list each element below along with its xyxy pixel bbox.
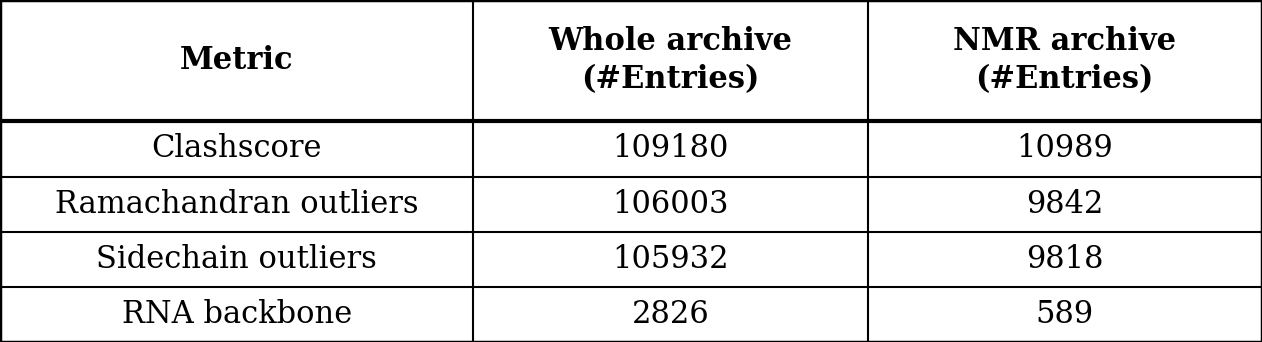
Text: 9818: 9818 xyxy=(1026,244,1103,275)
Text: 105932: 105932 xyxy=(612,244,728,275)
Text: 106003: 106003 xyxy=(612,188,728,220)
Text: Sidechain outliers: Sidechain outliers xyxy=(96,244,377,275)
Text: 2826: 2826 xyxy=(631,299,709,330)
Text: 10989: 10989 xyxy=(1016,133,1113,165)
Text: 109180: 109180 xyxy=(612,133,728,165)
Text: NMR archive
(#Entries): NMR archive (#Entries) xyxy=(953,26,1176,95)
Text: 9842: 9842 xyxy=(1026,188,1103,220)
Text: 589: 589 xyxy=(1036,299,1094,330)
Text: Whole archive
(#Entries): Whole archive (#Entries) xyxy=(549,26,793,95)
Text: Metric: Metric xyxy=(179,45,294,76)
Text: RNA backbone: RNA backbone xyxy=(121,299,352,330)
Text: Clashscore: Clashscore xyxy=(151,133,322,165)
Text: Ramachandran outliers: Ramachandran outliers xyxy=(54,188,419,220)
